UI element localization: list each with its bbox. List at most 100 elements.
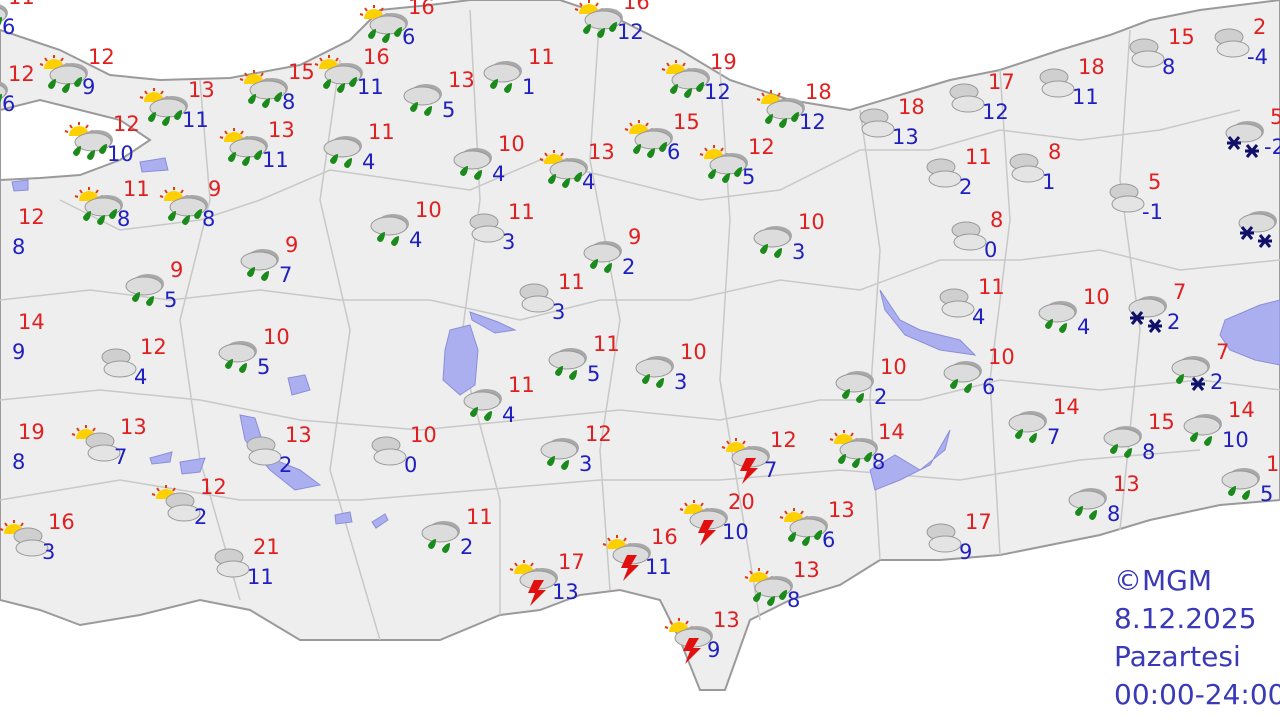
station-rain: 14 10 — [1180, 400, 1255, 451]
rain-icon — [1068, 488, 1107, 520]
max-temp: 11 — [528, 45, 555, 69]
max-temp: 12 — [748, 135, 775, 159]
max-temp: 13 — [713, 608, 740, 632]
min-temp: 5 — [1260, 482, 1274, 506]
station-cloudy: 21 11 — [205, 537, 280, 588]
min-temp: 8 — [787, 588, 801, 612]
lake-sapanca — [139, 157, 169, 173]
snow-icon — [1225, 121, 1264, 158]
max-temp: 16 — [363, 45, 390, 69]
max-temp: 16 — [651, 525, 678, 549]
partly-cloudy-rain-icon — [74, 187, 123, 225]
min-temp: 3 — [552, 300, 566, 324]
station-rain: 10 6 — [940, 347, 1015, 398]
min-temp: 4 — [409, 228, 423, 252]
station-cloudy: 15 8 — [1120, 27, 1195, 78]
station-thunderstorm: 13 9 — [664, 610, 740, 664]
max-temp: 14 — [1228, 398, 1255, 422]
min-temp: 1 — [1042, 170, 1056, 194]
max-temp: 13 — [268, 118, 295, 142]
min-temp: 10 — [1222, 428, 1249, 452]
station-partly-cloudy-rain: 13 11 — [139, 80, 215, 131]
station-partly-cloudy-rain: 15 6 — [624, 112, 700, 163]
station-partly-cloudy: 12 2 — [151, 477, 227, 528]
min-temp: 6 — [982, 375, 996, 399]
min-temp: 4 — [362, 150, 376, 174]
partly-cloudy-icon — [151, 485, 201, 522]
min-temp: 8 — [202, 207, 216, 231]
partly-cloudy-rain-icon — [624, 120, 673, 158]
min-temp: 2 — [460, 535, 474, 559]
station-partly-cloudy-rain: 13 8 — [744, 560, 820, 611]
min-temp: 8 — [282, 90, 296, 114]
min-temp: 8 — [117, 207, 131, 231]
lake-small-2 — [371, 513, 389, 529]
min-temp: 8 — [12, 235, 26, 259]
station-cloudy: 5 -1 — [1100, 172, 1163, 223]
station-partly-cloudy-rain: 13 4 — [539, 142, 615, 193]
station-cloudy: 11 3 — [510, 272, 585, 323]
thunderstorm-icon — [679, 500, 728, 546]
min-temp: 9 — [12, 340, 26, 364]
station-partly-cloudy: 16 3 — [0, 512, 75, 563]
min-temp: 11 — [357, 75, 384, 99]
min-temp: 9 — [959, 540, 973, 564]
min-temp: 12 — [982, 100, 1009, 124]
max-temp: 10 — [1083, 285, 1110, 309]
cloudy-icon — [1129, 38, 1165, 68]
cloudy-icon — [926, 158, 962, 188]
copyright-label: ©MGM — [1114, 564, 1213, 597]
station-rain: 14 7 — [1005, 397, 1080, 448]
lake-van — [1219, 299, 1280, 366]
max-temp: 12 — [8, 62, 35, 86]
max-temp: 7 — [1173, 280, 1187, 304]
max-temp: 14 — [18, 310, 45, 334]
min-temp: 5 — [164, 288, 178, 312]
min-temp: 11 — [247, 565, 274, 589]
min-temp: -4 — [1247, 45, 1268, 69]
min-temp: 11 — [1072, 85, 1099, 109]
partly-cloudy-rain-icon — [779, 508, 828, 546]
max-temp: 19 — [710, 50, 737, 74]
max-temp: 2 — [1253, 15, 1267, 39]
cloudy-icon — [1009, 153, 1045, 183]
max-temp: 13 — [285, 423, 312, 447]
station-cloudy: 11 2 — [917, 147, 992, 198]
station-rain: 125 — [1218, 454, 1280, 505]
min-temp: 10 — [107, 142, 134, 166]
partly-cloudy-rain-icon — [756, 90, 805, 128]
cloudy-icon — [859, 108, 895, 138]
station-rain: 13 8 — [1065, 474, 1140, 525]
min-temp: 9 — [82, 75, 96, 99]
station-cloudy: 17 9 — [917, 512, 992, 563]
max-temp: 7 — [1216, 340, 1230, 364]
station-partly-cloudy-rain: 16 12 — [574, 0, 650, 43]
min-temp: 13 — [892, 125, 919, 149]
partly-cloudy-rain-icon — [39, 55, 88, 93]
station-partly-cloudy-rain: 18 12 — [756, 82, 832, 133]
max-temp: 11 — [965, 145, 992, 169]
min-temp: 11 — [645, 555, 672, 579]
rain-icon — [125, 274, 164, 306]
cloudy-icon — [246, 436, 282, 466]
max-temp: 19 — [18, 420, 45, 444]
station-snow — [1235, 205, 1277, 248]
min-temp: 7 — [1047, 425, 1061, 449]
cloudy-icon — [939, 288, 975, 318]
cloudy-icon — [214, 548, 250, 578]
min-temp: 6 — [2, 15, 16, 39]
max-temp: 18 — [898, 95, 925, 119]
rain-icon — [370, 214, 409, 246]
min-temp: 1 — [522, 75, 536, 99]
partly-cloudy-rain-icon — [539, 150, 588, 188]
max-temp: 17 — [965, 510, 992, 534]
station-rain: 15 8 — [1100, 412, 1175, 463]
forecast-time-range: 00:00-24:00 — [1114, 678, 1280, 711]
min-temp: 4 — [1077, 315, 1091, 339]
land-area — [0, 0, 1280, 691]
min-temp: 10 — [722, 520, 749, 544]
min-temp: -2 — [1264, 135, 1280, 159]
rain-icon — [403, 84, 442, 116]
min-temp: 12 — [704, 80, 731, 104]
